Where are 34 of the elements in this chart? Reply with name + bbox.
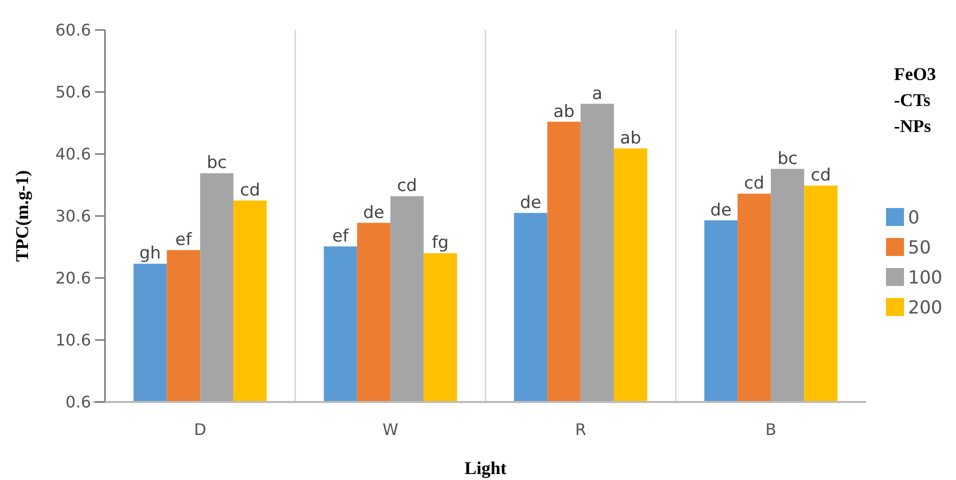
- legend-label: 100: [908, 267, 942, 288]
- y-tick-label: 50.6: [55, 82, 91, 102]
- data-label: ab: [553, 102, 575, 122]
- legend-title: FeO3 -CTs -NPs: [894, 64, 936, 136]
- data-label: cd: [744, 174, 764, 194]
- data-label: fg: [432, 233, 449, 254]
- data-label: de: [363, 202, 384, 223]
- x-tick-label: B: [765, 420, 776, 439]
- data-label: ef: [332, 226, 350, 246]
- y-tick-label: 20.6: [55, 268, 91, 288]
- data-label: cd: [240, 180, 260, 200]
- legend-label: 200: [908, 297, 942, 318]
- x-tick-label: D: [194, 420, 206, 439]
- y-tick-label: 30.6: [55, 206, 91, 226]
- data-label: gh: [139, 244, 161, 264]
- x-tick-label: R: [575, 420, 586, 439]
- legend-label: 0: [908, 207, 920, 228]
- x-tick-label: W: [382, 420, 398, 439]
- data-label: bc: [206, 153, 227, 174]
- data-label: ef: [175, 230, 193, 250]
- x-axis-title: Light: [464, 458, 507, 478]
- data-label: cd: [396, 176, 418, 196]
- data-label: bc: [777, 148, 798, 169]
- data-label: cd: [810, 166, 831, 186]
- y-tick-label: 60.6: [55, 20, 91, 40]
- data-label: de: [710, 200, 732, 220]
- data-label: a: [592, 84, 602, 104]
- y-tick-label: 0.6: [66, 392, 91, 412]
- data-label: ab: [620, 128, 642, 148]
- y-axis-title: TPC(m.g-1): [12, 170, 32, 262]
- y-tick-label: 10.6: [55, 330, 91, 350]
- data-label: de: [520, 192, 542, 213]
- legend-label: 50: [908, 237, 931, 258]
- y-tick-label: 40.6: [55, 144, 91, 164]
